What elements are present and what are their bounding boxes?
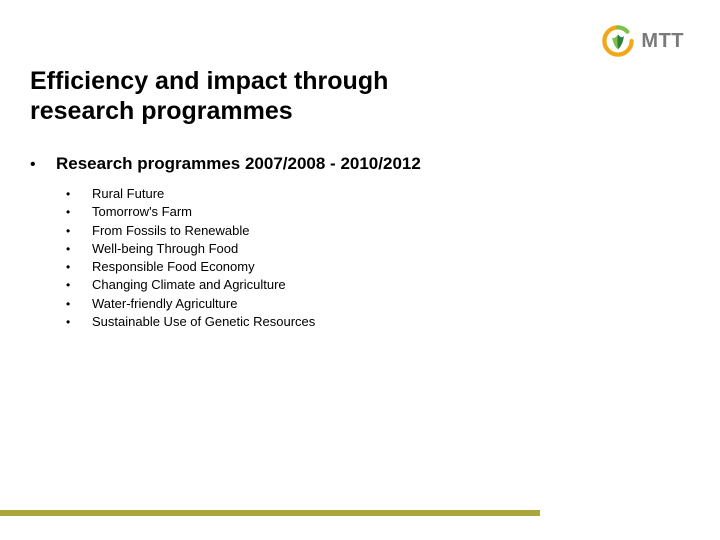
slide-title: Efficiency and impact through research p… xyxy=(30,66,450,126)
bullet-marker: • xyxy=(66,260,92,275)
list-item-text: Well-being Through Food xyxy=(92,241,238,257)
list-item: • Responsible Food Economy xyxy=(66,259,421,275)
list-item: • Changing Climate and Agriculture xyxy=(66,277,421,293)
list-item-text: Changing Climate and Agriculture xyxy=(92,277,286,293)
bullet-marker: • xyxy=(66,205,92,220)
list-item: • From Fossils to Renewable xyxy=(66,223,421,239)
bullet-marker: • xyxy=(66,315,92,330)
bullet-marker: • xyxy=(66,187,92,202)
bullet-marker: • xyxy=(30,156,56,174)
slide-content: • Research programmes 2007/2008 - 2010/2… xyxy=(30,154,421,332)
list-item-text: From Fossils to Renewable xyxy=(92,223,250,239)
list-item-text: Rural Future xyxy=(92,186,164,202)
list-item-text: Tomorrow's Farm xyxy=(92,204,192,220)
list-item-text: Sustainable Use of Genetic Resources xyxy=(92,314,315,330)
footer-bar-accent xyxy=(0,510,540,516)
main-bullet-text: Research programmes 2007/2008 - 2010/201… xyxy=(56,154,421,174)
footer-bar-blank xyxy=(540,510,720,516)
bullet-marker: • xyxy=(66,297,92,312)
bullet-marker: • xyxy=(66,242,92,257)
sub-bullet-list: • Rural Future • Tomorrow's Farm • From … xyxy=(66,186,421,330)
logo: MTT xyxy=(601,24,684,58)
list-item: • Sustainable Use of Genetic Resources xyxy=(66,314,421,330)
list-item: • Rural Future xyxy=(66,186,421,202)
bullet-marker: • xyxy=(66,278,92,293)
list-item: • Water-friendly Agriculture xyxy=(66,296,421,312)
list-item-text: Responsible Food Economy xyxy=(92,259,255,275)
list-item: • Well-being Through Food xyxy=(66,241,421,257)
bullet-marker: • xyxy=(66,224,92,239)
main-bullet: • Research programmes 2007/2008 - 2010/2… xyxy=(30,154,421,174)
logo-text: MTT xyxy=(641,30,684,53)
footer-bar xyxy=(0,510,720,516)
list-item: • Tomorrow's Farm xyxy=(66,204,421,220)
list-item-text: Water-friendly Agriculture xyxy=(92,296,237,312)
logo-icon xyxy=(601,24,635,58)
